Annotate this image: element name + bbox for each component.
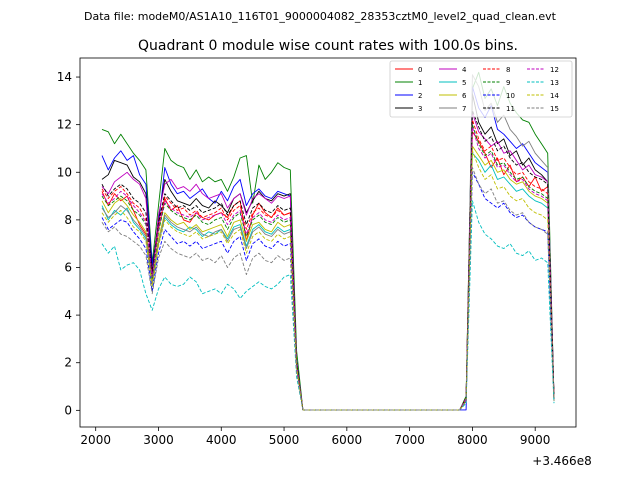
legend-label-15: 15 xyxy=(550,105,559,113)
y-tick-label-8: 8 xyxy=(64,213,72,227)
x-tick-label-3000: 3000 xyxy=(143,433,174,447)
series-line-15 xyxy=(101,167,555,411)
y-axis: 0 2 4 6 8 10 12 14 xyxy=(57,70,80,417)
x-tick-label-6000: 6000 xyxy=(332,433,363,447)
legend-label-3: 3 xyxy=(418,105,422,113)
y-tick-label-14: 14 xyxy=(57,70,72,84)
x-tick-label-8000: 8000 xyxy=(457,433,488,447)
legend-label-1: 1 xyxy=(418,79,422,87)
y-tick-label-12: 12 xyxy=(57,118,72,132)
legend-label-13: 13 xyxy=(550,79,559,87)
series-line-8 xyxy=(101,119,555,411)
y-tick-label-4: 4 xyxy=(64,308,72,322)
y-tick-label-0: 0 xyxy=(64,403,72,417)
x-offset-label: +3.466e8 xyxy=(532,454,591,468)
legend-label-6: 6 xyxy=(462,92,467,100)
legend-label-10: 10 xyxy=(506,92,515,100)
x-tick-label-5000: 5000 xyxy=(269,433,300,447)
x-tick-label-2000: 2000 xyxy=(80,433,111,447)
figure-suptitle: Data file: modeM0/AS1A10_116T01_90000040… xyxy=(84,10,557,23)
series-line-9 xyxy=(101,124,555,411)
y-tick-label-2: 2 xyxy=(64,356,72,370)
axes-background xyxy=(80,58,576,427)
legend-label-14: 14 xyxy=(550,92,559,100)
x-tick-label-4000: 4000 xyxy=(206,433,237,447)
legend-frame xyxy=(389,60,573,118)
chart-title: Quadrant 0 module wise count rates with … xyxy=(138,38,518,54)
legend-label-4: 4 xyxy=(462,66,467,74)
legend-label-9: 9 xyxy=(506,79,510,87)
legend-label-0: 0 xyxy=(418,66,422,74)
y-tick-label-6: 6 xyxy=(64,260,72,274)
x-tick-label-7000: 7000 xyxy=(394,433,425,447)
legend-label-12: 12 xyxy=(550,66,559,74)
legend-label-11: 11 xyxy=(506,105,515,113)
x-tick-label-9000: 9000 xyxy=(520,433,551,447)
x-axis: 2000 3000 4000 5000 6000 7000 8000 9000 xyxy=(80,427,550,447)
legend-label-5: 5 xyxy=(462,79,466,87)
plot-area xyxy=(79,57,577,428)
axes-frame xyxy=(79,57,577,428)
legend-label-7: 7 xyxy=(462,105,466,113)
legend-label-2: 2 xyxy=(418,92,422,100)
legend-label-8: 8 xyxy=(506,66,510,74)
y-tick-label-10: 10 xyxy=(57,165,72,179)
